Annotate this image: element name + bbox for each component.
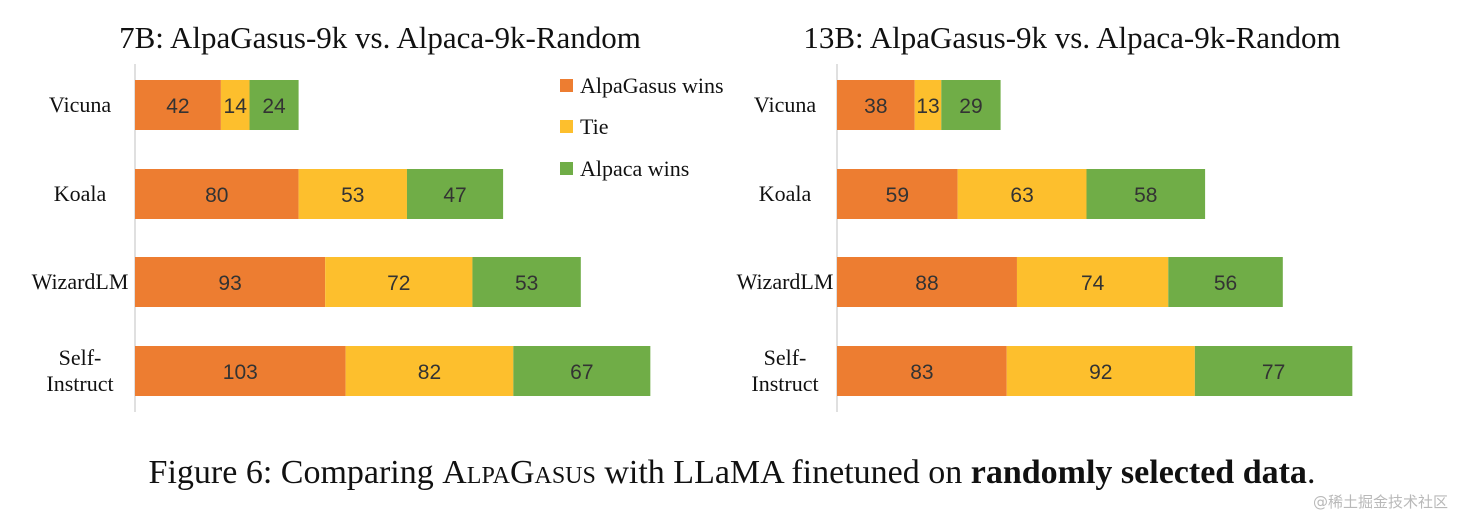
caption-model-name: AlpaGasus bbox=[442, 454, 596, 491]
data-label-koala-alpaca-wins: 47 bbox=[443, 184, 466, 207]
chart-panel-13b: 13B: AlpaGasus-9k vs. Alpaca-9k-Random Vi… bbox=[737, 20, 1353, 412]
bar-wizardlm-tie bbox=[325, 257, 473, 307]
bar-self-instruct-alpagasus-wins bbox=[837, 346, 1007, 396]
caption-bold-text: randomly selected data bbox=[970, 454, 1307, 491]
category-label-wizardlm: WizardLM bbox=[737, 269, 834, 294]
bar-wizardlm-alpaca-wins bbox=[1168, 257, 1283, 307]
bar-vicuna-alpagasus-wins bbox=[135, 80, 221, 130]
figure-caption: Figure 6: Comparing AlpaGasus with LLaMA… bbox=[0, 448, 1464, 498]
data-label-koala-tie: 53 bbox=[341, 184, 364, 207]
bar-self-instruct-alpagasus-wins bbox=[135, 346, 346, 396]
caption-prefix: Figure 6: Comparing bbox=[148, 454, 443, 491]
data-label-vicuna-tie: 14 bbox=[224, 95, 248, 118]
bar-koala-tie bbox=[957, 169, 1087, 219]
bar-koala-alpagasus-wins bbox=[135, 169, 299, 219]
caption-middle: with LLaMA finetuned on bbox=[595, 454, 971, 491]
data-label-vicuna-tie: 13 bbox=[916, 95, 939, 118]
data-label-vicuna-alpagasus-wins: 42 bbox=[166, 95, 189, 118]
data-label-wizardlm-alpaca-wins: 56 bbox=[1214, 272, 1237, 295]
chart-legend: AlpaGasus wins Tie Alpaca wins bbox=[560, 73, 724, 181]
data-label-koala-alpaca-wins: 58 bbox=[1134, 184, 1157, 207]
bar-vicuna-tie bbox=[914, 80, 942, 130]
bar-vicuna-alpaca-wins bbox=[249, 80, 299, 130]
data-label-self-instruct-alpaca-wins: 67 bbox=[570, 361, 593, 384]
legend-swatch-tie bbox=[560, 120, 573, 133]
bar-self-instruct-alpaca-wins bbox=[1194, 346, 1353, 396]
chart-title: 13B: AlpaGasus-9k vs. Alpaca-9k-Random bbox=[803, 20, 1340, 55]
data-label-wizardlm-tie: 72 bbox=[387, 272, 410, 295]
category-label-vicuna: Vicuna bbox=[49, 92, 111, 117]
data-label-vicuna-alpaca-wins: 24 bbox=[262, 95, 286, 118]
category-label-self-instruct: Self-Instruct bbox=[751, 345, 818, 396]
legend-label-alpagasus-wins: AlpaGasus wins bbox=[580, 73, 724, 98]
bar-vicuna-alpaca-wins bbox=[941, 80, 1001, 130]
caption-suffix: . bbox=[1306, 454, 1316, 491]
bar-vicuna-alpagasus-wins bbox=[837, 80, 915, 130]
bar-vicuna-tie bbox=[220, 80, 250, 130]
bar-koala-alpaca-wins bbox=[406, 169, 504, 219]
bar-wizardlm-alpagasus-wins bbox=[837, 257, 1017, 307]
data-label-wizardlm-alpaca-wins: 53 bbox=[515, 272, 538, 295]
data-label-wizardlm-tie: 74 bbox=[1081, 272, 1105, 295]
chart-panel-7b: 7B: AlpaGasus-9k vs. Alpaca-9k-Random Vic… bbox=[32, 20, 651, 412]
bar-self-instruct-alpaca-wins bbox=[513, 346, 651, 396]
data-label-koala-alpagasus-wins: 80 bbox=[205, 184, 228, 207]
data-label-koala-alpagasus-wins: 59 bbox=[886, 184, 909, 207]
category-label-vicuna: Vicuna bbox=[754, 92, 816, 117]
data-label-wizardlm-alpagasus-wins: 93 bbox=[218, 272, 241, 295]
bar-self-instruct-tie bbox=[345, 346, 514, 396]
data-label-self-instruct-alpagasus-wins: 83 bbox=[910, 361, 933, 384]
bar-koala-alpagasus-wins bbox=[837, 169, 958, 219]
data-label-vicuna-alpaca-wins: 29 bbox=[959, 95, 982, 118]
data-label-wizardlm-alpagasus-wins: 88 bbox=[915, 272, 938, 295]
data-label-self-instruct-tie: 92 bbox=[1089, 361, 1112, 384]
legend-label-alpaca-wins: Alpaca wins bbox=[580, 156, 689, 181]
data-label-koala-tie: 63 bbox=[1010, 184, 1033, 207]
legend-label-tie: Tie bbox=[580, 114, 609, 139]
category-label-koala: Koala bbox=[54, 181, 107, 206]
bar-koala-tie bbox=[298, 169, 407, 219]
legend-swatch-alpagasus-wins bbox=[560, 79, 573, 92]
bar-wizardlm-alpaca-wins bbox=[472, 257, 581, 307]
bar-self-instruct-tie bbox=[1006, 346, 1195, 396]
data-label-vicuna-alpagasus-wins: 38 bbox=[864, 95, 887, 118]
chart-figure: 7B: AlpaGasus-9k vs. Alpaca-9k-Random Vic… bbox=[32, 20, 1353, 412]
bar-wizardlm-alpagasus-wins bbox=[135, 257, 326, 307]
data-label-self-instruct-tie: 82 bbox=[418, 361, 441, 384]
category-label-self-instruct: Self-Instruct bbox=[46, 345, 113, 396]
legend-swatch-alpaca-wins bbox=[560, 162, 573, 175]
watermark: @稀土掘金技术社区 bbox=[1312, 493, 1448, 511]
category-label-koala: Koala bbox=[759, 181, 812, 206]
chart-title: 7B: AlpaGasus-9k vs. Alpaca-9k-Random bbox=[119, 20, 641, 55]
category-label-wizardlm: WizardLM bbox=[32, 269, 129, 294]
data-label-self-instruct-alpagasus-wins: 103 bbox=[223, 361, 258, 384]
bar-wizardlm-tie bbox=[1016, 257, 1169, 307]
bar-koala-alpaca-wins bbox=[1086, 169, 1206, 219]
data-label-self-instruct-alpaca-wins: 77 bbox=[1262, 361, 1285, 384]
